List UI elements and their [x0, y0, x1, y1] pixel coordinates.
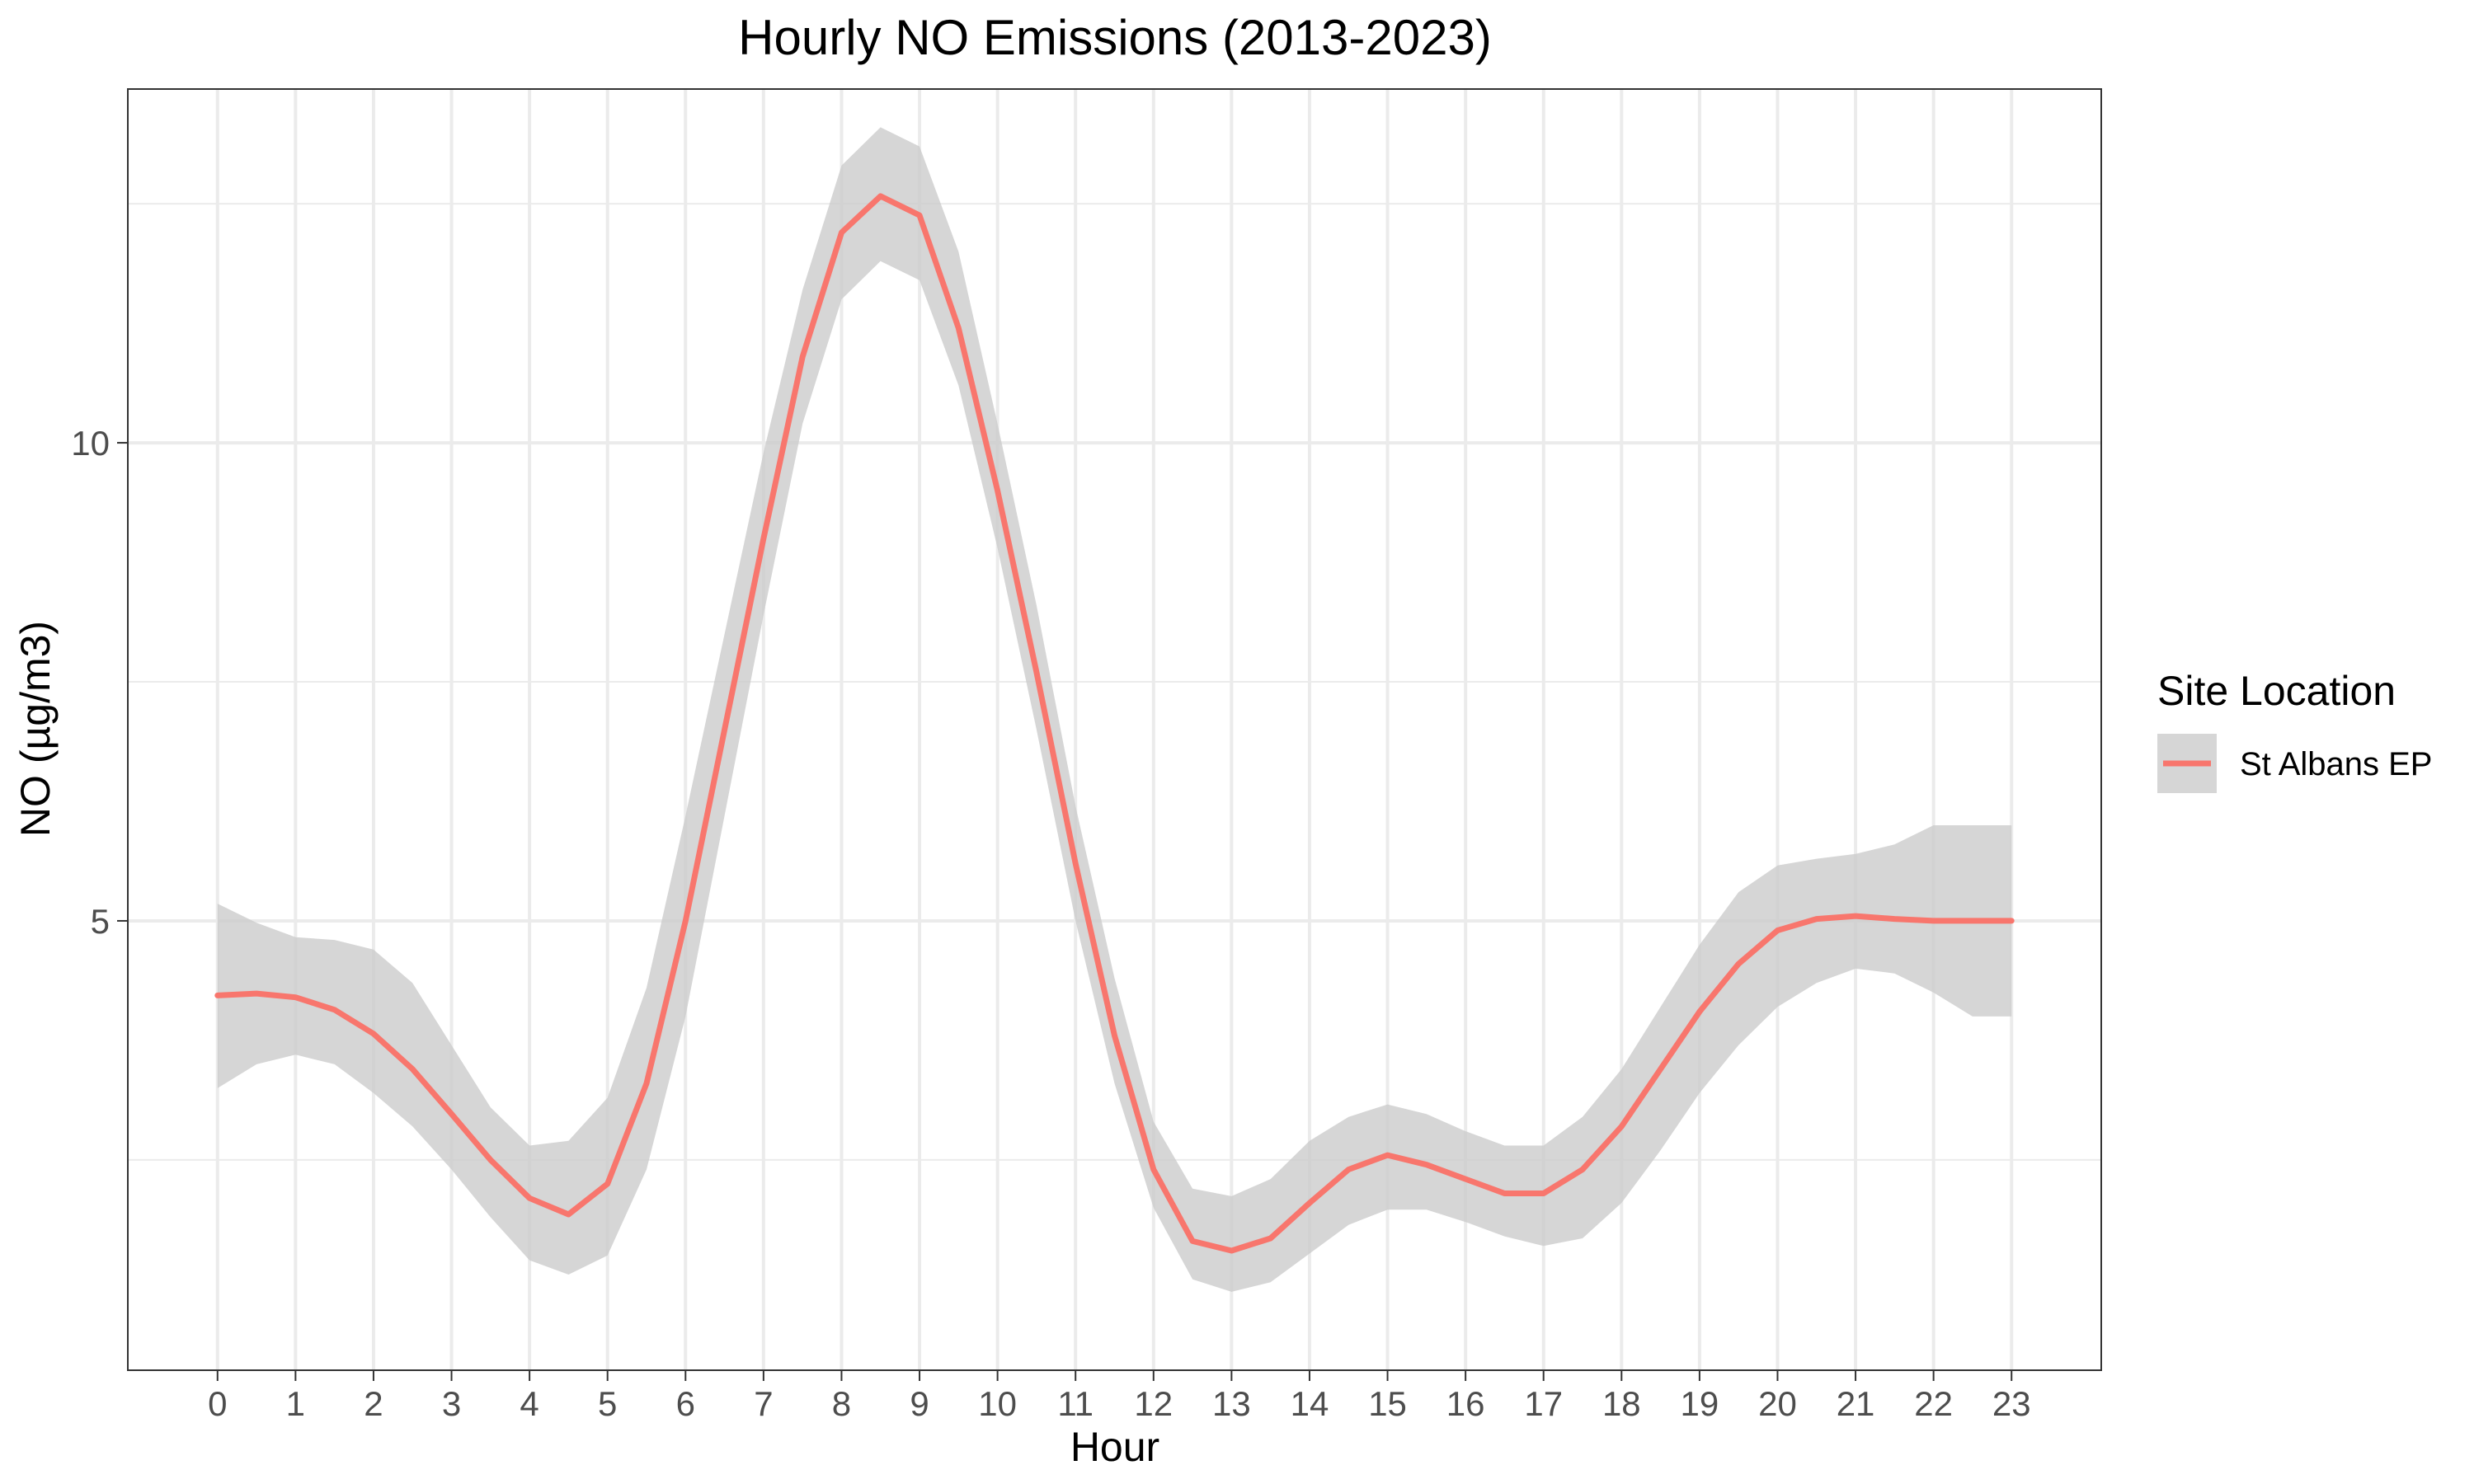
- legend: Site Location St Albans EP: [2157, 668, 2432, 793]
- x-tick-label: 18: [1602, 1384, 1641, 1423]
- y-axis: 5 10: [71, 424, 128, 941]
- x-tick-label: 23: [1992, 1384, 2031, 1423]
- x-tick-label: 5: [598, 1384, 617, 1423]
- x-tick-label: 14: [1291, 1384, 1329, 1423]
- plot-border: [127, 88, 2102, 1371]
- x-tick-label: 21: [1837, 1384, 1875, 1423]
- x-tick-label: 8: [832, 1384, 851, 1423]
- x-tick-label: 20: [1758, 1384, 1797, 1423]
- x-tick-label: 6: [676, 1384, 695, 1423]
- plot-area: [127, 88, 2102, 1371]
- x-tick-label: 1: [286, 1384, 305, 1423]
- y-tick-label: 5: [91, 902, 110, 941]
- legend-title: Site Location: [2157, 668, 2396, 714]
- x-tick-label: 16: [1446, 1384, 1485, 1423]
- x-tick-label: 22: [1914, 1384, 1953, 1423]
- y-tick-label: 10: [71, 424, 110, 463]
- series-line-layer: [214, 193, 2015, 1254]
- y-axis-label: NO (µg/m3): [12, 621, 59, 837]
- x-tick-label: 13: [1212, 1384, 1251, 1423]
- x-tick-label: 2: [364, 1384, 383, 1423]
- legend-items: St Albans EP: [2157, 734, 2432, 793]
- chart-title: Hourly NO Emissions (2013-2023): [738, 10, 1492, 65]
- x-tick-label: 4: [520, 1384, 539, 1423]
- series-line: [214, 193, 2015, 1254]
- x-tick-label: 3: [442, 1384, 461, 1423]
- x-axis: 0 1 2 3 4 5 6 7 8 9 10 11 12 13 14 15 16 17 18 19 20 21 22 23: [208, 1370, 2031, 1423]
- x-tick-label: 9: [910, 1384, 929, 1423]
- x-tick-label: 17: [1524, 1384, 1563, 1423]
- x-tick-label: 19: [1681, 1384, 1719, 1423]
- plot-panel: [128, 89, 2101, 1370]
- x-tick-label: 12: [1134, 1384, 1173, 1423]
- x-tick-label: 10: [978, 1384, 1017, 1423]
- legend-label: St Albans EP: [2240, 746, 2432, 782]
- x-tick-label: 0: [208, 1384, 227, 1423]
- x-tick-label: 15: [1368, 1384, 1407, 1423]
- x-tick-label: 7: [754, 1384, 773, 1423]
- x-tick-label: 11: [1057, 1384, 1094, 1423]
- x-axis-label: Hour: [1070, 1424, 1159, 1470]
